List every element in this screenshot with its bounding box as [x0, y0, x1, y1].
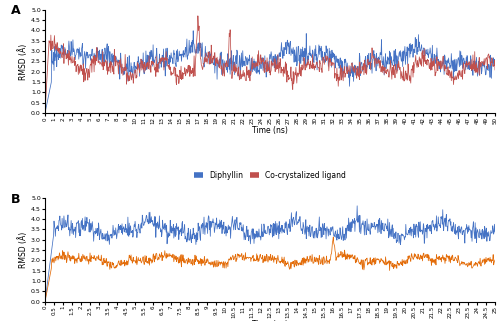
X-axis label: Time (ns): Time (ns) — [252, 126, 288, 135]
Y-axis label: RMSD (Å): RMSD (Å) — [18, 232, 28, 268]
Line: Co-crystalized inhibitor: Co-crystalized inhibitor — [45, 237, 495, 302]
Co-crystalized inhibitor — [88, 260, 94, 264]
Line: Co-crystalized ligand: Co-crystalized ligand — [45, 16, 495, 113]
Diphyllin — [240, 64, 246, 68]
Avacennone B — [88, 221, 94, 225]
Diphyllin — [224, 70, 230, 74]
Co-crystalized inhibitor — [42, 300, 48, 304]
Line: Avacennone B: Avacennone B — [45, 206, 495, 302]
Text: B: B — [11, 193, 21, 206]
Co-crystalized inhibitor — [330, 235, 336, 239]
Co-crystalized inhibitor — [224, 262, 230, 266]
Y-axis label: RMSD (Å): RMSD (Å) — [18, 43, 28, 80]
Line: Diphyllin: Diphyllin — [45, 31, 495, 113]
Avacennone B — [492, 230, 498, 234]
Co-crystalized ligand — [352, 71, 358, 74]
Co-crystalized ligand — [394, 68, 400, 72]
Co-crystalized inhibitor — [402, 261, 407, 265]
Legend: Diphyllin, Co-crystalized ligand: Diphyllin, Co-crystalized ligand — [194, 171, 346, 180]
Diphyllin — [42, 111, 48, 115]
Diphyllin — [394, 68, 400, 72]
Co-crystalized inhibitor — [394, 264, 400, 268]
Co-crystalized inhibitor — [240, 254, 246, 258]
Co-crystalized ligand — [88, 63, 94, 67]
X-axis label: Time (ns): Time (ns) — [252, 319, 288, 321]
Avacennone B — [42, 300, 48, 304]
Avacennone B — [394, 241, 400, 245]
Diphyllin — [492, 58, 498, 62]
Avacennone B — [354, 204, 360, 208]
Diphyllin — [88, 52, 94, 56]
Co-crystalized ligand — [492, 68, 498, 72]
Co-crystalized inhibitor — [492, 258, 498, 262]
Text: A: A — [11, 4, 21, 17]
Co-crystalized ligand — [402, 78, 407, 82]
Avacennone B — [351, 221, 357, 225]
Avacennone B — [240, 223, 246, 227]
Co-crystalized inhibitor — [352, 256, 358, 260]
Avacennone B — [402, 238, 407, 242]
Diphyllin — [402, 49, 407, 53]
Co-crystalized ligand — [224, 64, 230, 68]
Avacennone B — [224, 231, 230, 235]
Co-crystalized ligand — [42, 111, 48, 115]
Co-crystalized ligand — [194, 14, 200, 18]
Co-crystalized ligand — [240, 74, 246, 78]
Diphyllin — [352, 66, 358, 70]
Diphyllin — [190, 29, 196, 33]
